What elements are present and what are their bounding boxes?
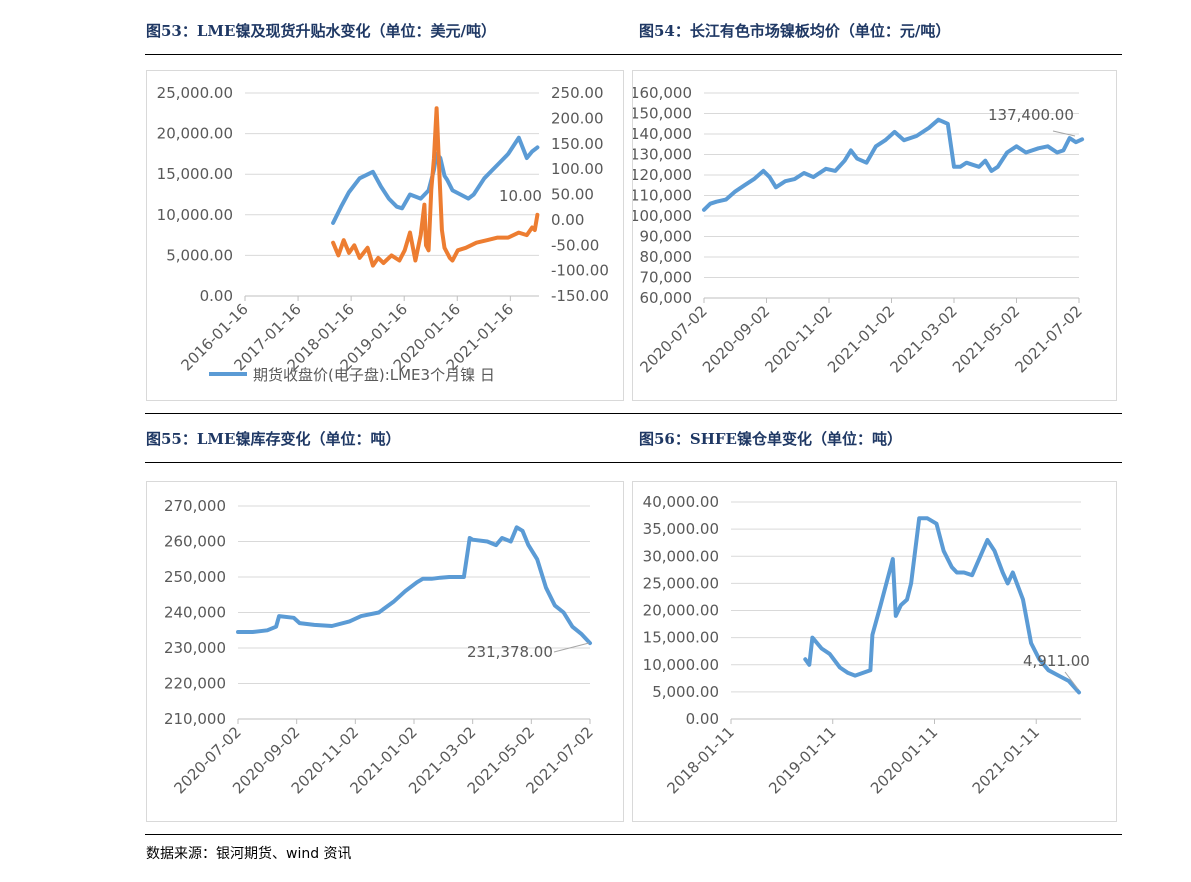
figure-55-panel: 210,000 220,000 230,000 240,000 250,000 260,0… (146, 481, 624, 822)
y-tick-label: 15,000.00 (157, 165, 233, 183)
y-tick-label: 210,000 (164, 710, 226, 728)
y-tick-label: 270,000 (164, 497, 226, 515)
figure-56-panel: 0.00 5,000.00 10,000.00 15,000.00 20,000.00 2… (632, 481, 1117, 822)
x-tick-label: 2020-01-11 (867, 723, 941, 797)
figure-54-title: 图54：长江有色市场镍板均价（单位：元/吨） (639, 22, 951, 40)
x-tick-label: 2021-01-11 (969, 723, 1043, 797)
series-line-0 (236, 525, 592, 646)
y-tick-label: 15,000.00 (643, 629, 719, 647)
y-tick-label: 60,000 (640, 289, 693, 307)
y-tick-label: 140,000 (633, 125, 692, 143)
legend-label: 期货收盘价(电子盘):LME3个月镍 日 (253, 366, 495, 384)
y-tick-label: 0.00 (200, 287, 233, 305)
series-line-0 (803, 516, 1081, 695)
y-tick-label: 250,000 (164, 568, 226, 586)
y-tick-label: 5,000.00 (652, 683, 719, 701)
y-right-tick-label: -50.00 (551, 236, 599, 254)
series-line-1 (331, 106, 540, 268)
top-rule (145, 54, 1122, 55)
y-tick-label: 150,000 (633, 105, 692, 123)
figure-56-title: 图56：SHFE镍仓单变化（单位：吨） (639, 430, 902, 448)
annotation-leader (553, 642, 590, 653)
figure-53-chart: 0.00 5,000.00 10,000.00 15,000.00 20,000.00 2… (157, 84, 609, 384)
y-tick-label: 220,000 (164, 675, 226, 693)
y-tick-label: 160,000 (633, 84, 692, 102)
y-tick-label: 25,000.00 (157, 84, 233, 102)
y-right-tick-label: -150.00 (551, 287, 609, 305)
figure-54-chart: 60,000 70,000 80,000 90,000 100,000 110,000 12… (633, 84, 1086, 376)
middle-rule-top (145, 413, 1122, 414)
figure-53-panel: 0.00 5,000.00 10,000.00 15,000.00 20,000.00 2… (146, 70, 624, 401)
data-label: 137,400.00 (988, 106, 1074, 124)
y-tick-label: 10,000.00 (157, 206, 233, 224)
y-right-tick-label: 150.00 (551, 135, 604, 153)
x-tick-label: 2018-01-11 (663, 723, 737, 797)
y-tick-label: 260,000 (164, 533, 226, 551)
y-tick-label: 20,000.00 (157, 125, 233, 143)
figure-54-panel: 60,000 70,000 80,000 90,000 100,000 110,000 12… (632, 70, 1117, 401)
y-tick-label: 240,000 (164, 604, 226, 622)
y-tick-label: 30,000.00 (643, 547, 719, 565)
y-tick-label: 230,000 (164, 639, 226, 657)
data-label: 231,378.00 (467, 643, 553, 661)
y-tick-label: 25,000.00 (643, 574, 719, 592)
y-tick-label: 80,000 (640, 248, 693, 266)
y-right-tick-label: 0.00 (551, 211, 584, 229)
y-tick-label: 40,000.00 (643, 493, 719, 511)
figure-56-chart: 0.00 5,000.00 10,000.00 15,000.00 20,000.00 2… (643, 493, 1090, 797)
y-tick-label: 110,000 (633, 187, 692, 205)
y-tick-label: 120,000 (633, 166, 692, 184)
y-right-tick-label: 100.00 (551, 160, 604, 178)
data-label: 4,911.00 (1023, 652, 1090, 670)
annotation-leader (1064, 671, 1079, 690)
y-tick-label: 70,000 (640, 269, 693, 287)
bottom-rule (145, 834, 1122, 835)
y-tick-label: 20,000.00 (643, 602, 719, 620)
y-right-tick-label: 250.00 (551, 84, 604, 102)
y-tick-label: 10,000.00 (643, 656, 719, 674)
y-tick-label: 100,000 (633, 207, 692, 225)
x-tick-label: 2019-01-11 (765, 723, 839, 797)
x-tick-label: 2021-07-02 (1011, 302, 1085, 376)
figure-53-title: 图53：LME镍及现货升贴水变化（单位：美元/吨） (146, 22, 496, 40)
y-right-tick-label: 50.00 (551, 186, 594, 204)
y-tick-label: 5,000.00 (166, 246, 233, 264)
y-tick-label: 130,000 (633, 146, 692, 164)
series-line-0 (702, 117, 1085, 212)
figure-55-title: 图55：LME镍库存变化（单位：吨） (146, 430, 401, 448)
y-tick-label: 0.00 (686, 710, 719, 728)
annotation-leader (1052, 130, 1076, 137)
data-source: 数据来源：银河期货、wind 资讯 (146, 846, 352, 862)
data-label: 10.00 (499, 187, 542, 205)
figure-55-chart: 210,000 220,000 230,000 240,000 250,000 260,0… (164, 497, 597, 797)
middle-rule-bottom (145, 462, 1122, 463)
y-tick-label: 90,000 (640, 228, 693, 246)
y-right-tick-label: 200.00 (551, 109, 604, 127)
y-tick-label: 35,000.00 (643, 520, 719, 538)
y-right-tick-label: -100.00 (551, 262, 609, 280)
